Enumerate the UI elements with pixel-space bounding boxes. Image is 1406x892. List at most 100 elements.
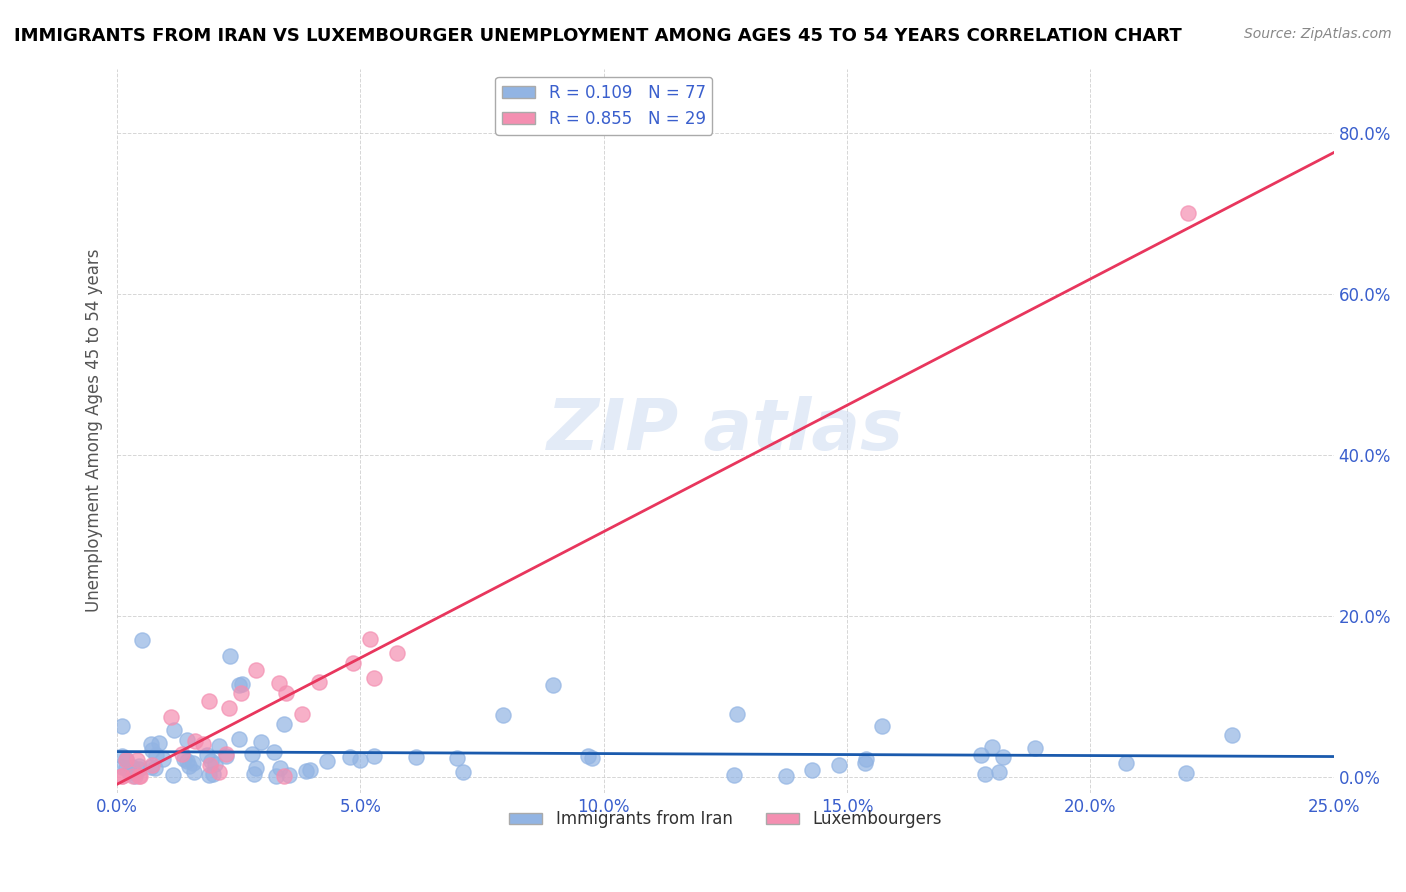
Point bbox=[124, 765, 146, 780]
Point bbox=[228, 731, 250, 746]
Point bbox=[1174, 765, 1197, 780]
Point bbox=[800, 764, 823, 778]
Point bbox=[115, 761, 138, 775]
Point bbox=[208, 739, 231, 753]
Point bbox=[541, 677, 564, 691]
Point bbox=[1115, 756, 1137, 770]
Point bbox=[122, 769, 145, 783]
Point bbox=[385, 646, 408, 660]
Text: ZIP atlas: ZIP atlas bbox=[547, 396, 904, 465]
Point bbox=[208, 764, 231, 779]
Point bbox=[315, 754, 337, 768]
Point bbox=[245, 663, 267, 677]
Point bbox=[993, 749, 1015, 764]
Text: IMMIGRANTS FROM IRAN VS LUXEMBOURGER UNEMPLOYMENT AMONG AGES 45 TO 54 YEARS CORR: IMMIGRANTS FROM IRAN VS LUXEMBOURGER UNE… bbox=[14, 27, 1182, 45]
Y-axis label: Unemployment Among Ages 45 to 54 years: Unemployment Among Ages 45 to 54 years bbox=[86, 249, 103, 612]
Point bbox=[115, 752, 138, 766]
Point bbox=[775, 769, 797, 783]
Point bbox=[184, 734, 207, 748]
Point bbox=[141, 737, 163, 751]
Point bbox=[145, 747, 167, 762]
Point bbox=[159, 710, 181, 724]
Point bbox=[295, 764, 318, 778]
Point bbox=[191, 737, 214, 751]
Point bbox=[299, 763, 322, 777]
Point bbox=[308, 675, 330, 690]
Point bbox=[1024, 741, 1046, 756]
Legend: Immigrants from Iran, Luxembourgers: Immigrants from Iran, Luxembourgers bbox=[502, 804, 949, 835]
Point bbox=[111, 769, 134, 783]
Point bbox=[243, 767, 266, 781]
Text: Source: ZipAtlas.com: Source: ZipAtlas.com bbox=[1244, 27, 1392, 41]
Point bbox=[129, 769, 152, 783]
Point bbox=[359, 632, 381, 647]
Point bbox=[1177, 206, 1199, 220]
Point bbox=[128, 769, 150, 783]
Point bbox=[870, 719, 893, 733]
Point bbox=[273, 717, 295, 731]
Point bbox=[263, 745, 285, 759]
Point bbox=[231, 676, 253, 690]
Point bbox=[492, 707, 515, 722]
Point bbox=[152, 752, 174, 766]
Point bbox=[228, 678, 250, 692]
Point bbox=[723, 768, 745, 782]
Point bbox=[245, 761, 267, 775]
Point bbox=[446, 750, 468, 764]
Point bbox=[195, 748, 218, 763]
Point bbox=[128, 762, 150, 776]
Point bbox=[274, 685, 297, 699]
Point bbox=[143, 761, 166, 775]
Point bbox=[273, 769, 295, 783]
Point bbox=[204, 756, 226, 771]
Point bbox=[131, 632, 153, 647]
Point bbox=[111, 759, 134, 773]
Point bbox=[148, 736, 170, 750]
Point bbox=[173, 752, 195, 766]
Point bbox=[198, 758, 221, 772]
Point bbox=[218, 701, 240, 715]
Point bbox=[124, 769, 146, 783]
Point bbox=[405, 750, 427, 764]
Point bbox=[339, 749, 361, 764]
Point bbox=[121, 760, 143, 774]
Point bbox=[855, 752, 877, 766]
Point bbox=[176, 754, 198, 768]
Point bbox=[277, 768, 299, 782]
Point bbox=[980, 739, 1002, 754]
Point bbox=[269, 675, 291, 690]
Point bbox=[111, 749, 134, 764]
Point bbox=[249, 735, 271, 749]
Point bbox=[576, 749, 599, 764]
Point bbox=[198, 694, 221, 708]
Point bbox=[269, 761, 291, 775]
Point bbox=[111, 719, 134, 733]
Point bbox=[183, 764, 205, 779]
Point bbox=[349, 753, 371, 767]
Point bbox=[974, 767, 997, 781]
Point bbox=[363, 749, 385, 764]
Point bbox=[141, 757, 163, 772]
Point bbox=[240, 747, 263, 761]
Point bbox=[215, 747, 238, 761]
Point bbox=[363, 671, 385, 685]
Point bbox=[176, 732, 198, 747]
Point bbox=[725, 706, 748, 721]
Point bbox=[118, 765, 141, 780]
Point bbox=[128, 758, 150, 772]
Point bbox=[181, 756, 204, 770]
Point bbox=[115, 753, 138, 767]
Point bbox=[342, 657, 364, 671]
Point bbox=[162, 768, 184, 782]
Point bbox=[198, 768, 221, 782]
Point bbox=[163, 723, 186, 738]
Point bbox=[987, 765, 1010, 780]
Point bbox=[141, 742, 163, 756]
Point bbox=[229, 686, 252, 700]
Point bbox=[170, 747, 193, 761]
Point bbox=[291, 707, 314, 722]
Point bbox=[581, 751, 603, 765]
Point bbox=[127, 753, 149, 767]
Point bbox=[201, 766, 224, 780]
Point bbox=[1222, 728, 1244, 742]
